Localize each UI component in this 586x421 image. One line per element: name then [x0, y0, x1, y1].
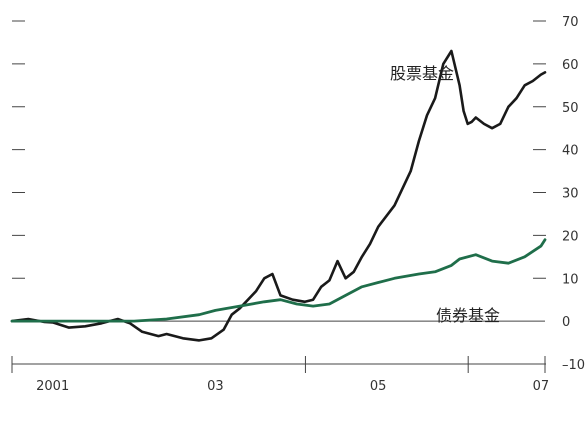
x-axis-ticks: 2001 03 05 07: [11, 356, 550, 394]
y-tick-label-70: 70: [562, 15, 579, 30]
y-tick-label-40: 40: [562, 144, 579, 159]
x-tick-label-05: 05: [370, 379, 387, 394]
y-tick-label-10: 10: [562, 272, 579, 287]
x-tick-label-2001: 2001: [36, 379, 69, 394]
y-tick-label-0: 0: [562, 315, 570, 330]
x-tick-label-07: 07: [533, 379, 550, 394]
y-tick-label--10: –10: [562, 358, 585, 373]
series-label-bond-fund: 债券基金: [436, 306, 500, 325]
series-line-0: [10, 49, 547, 342]
series-line-1: [10, 238, 547, 323]
y-tick-label-20: 20: [562, 229, 579, 244]
y-tick-label-30: 30: [562, 187, 579, 202]
y-tick-label-60: 60: [562, 58, 579, 73]
y-tick-label-50: 50: [562, 101, 579, 116]
x-tick-label-03: 03: [207, 379, 224, 394]
right-axis-ticks: –10 0 10 20 30 40 50 60 70: [533, 15, 585, 373]
series-lines: [10, 49, 547, 342]
left-axis-ticks: [12, 20, 25, 279]
series-label-stock-fund: 股票基金: [390, 64, 454, 83]
